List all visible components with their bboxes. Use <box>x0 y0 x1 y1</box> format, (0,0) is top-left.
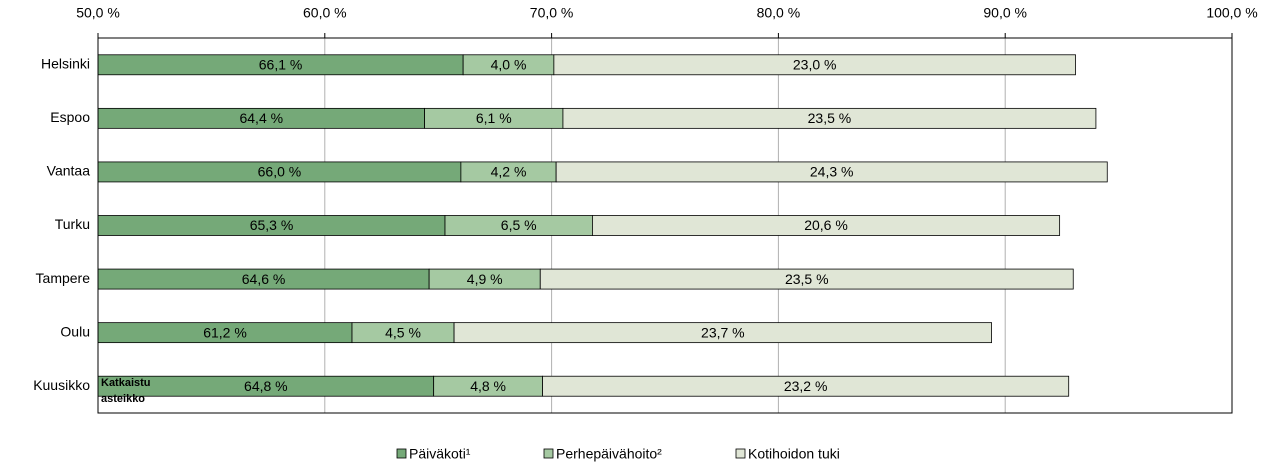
y-tick-label: Oulu <box>60 323 90 339</box>
x-tick-label: 70,0 % <box>530 5 574 21</box>
value-label: 66,0 % <box>258 164 302 180</box>
x-tick-label: 50,0 % <box>76 5 120 21</box>
x-tick-label: 60,0 % <box>303 5 347 21</box>
legend-swatch <box>396 448 407 459</box>
value-label: 64,6 % <box>242 271 286 287</box>
value-label: 4,0 % <box>491 56 527 72</box>
y-tick-label: Tampere <box>36 270 91 286</box>
bar-segment <box>542 375 1070 397</box>
value-label: 4,9 % <box>467 271 503 287</box>
y-tick-label: Kuusikko <box>33 377 90 393</box>
x-tick-label: 90,0 % <box>983 5 1027 21</box>
value-label: 23,2 % <box>784 378 828 394</box>
legend-label: Perhepäivähoito² <box>556 446 662 462</box>
value-label: 66,1 % <box>259 56 303 72</box>
annotation: asteikko <box>101 393 145 405</box>
annotation: Katkaistu <box>101 377 151 389</box>
bar-segment <box>555 161 1108 183</box>
value-label: 23,7 % <box>701 324 745 340</box>
value-label: 6,5 % <box>501 217 537 233</box>
bar-segment <box>453 322 992 344</box>
legend-label: Päiväkoti¹ <box>409 446 471 462</box>
value-label: 4,2 % <box>491 164 527 180</box>
bar-segment <box>592 215 1061 236</box>
y-tick-label: Espoo <box>50 109 90 125</box>
value-label: 61,2 % <box>203 324 247 340</box>
value-label: 6,1 % <box>476 110 512 126</box>
value-label: 4,5 % <box>385 324 421 340</box>
legend-swatch <box>543 448 554 459</box>
value-label: 23,5 % <box>808 110 852 126</box>
value-label: 4,8 % <box>470 378 506 394</box>
bar-segment <box>539 268 1074 290</box>
y-tick-label: Turku <box>55 216 90 232</box>
value-label: 64,8 % <box>244 378 288 394</box>
x-tick-label: 80,0 % <box>757 5 801 21</box>
value-label: 23,5 % <box>785 271 829 287</box>
x-tick-label: 100,0 % <box>1206 5 1257 21</box>
value-label: 20,6 % <box>804 217 848 233</box>
y-tick-label: Helsinki <box>41 55 90 71</box>
value-label: 65,3 % <box>250 217 294 233</box>
value-label: 64,4 % <box>239 110 283 126</box>
value-label: 24,3 % <box>810 164 854 180</box>
legend-label: Kotihoidon tuki <box>748 446 840 462</box>
bar-segment <box>553 54 1076 76</box>
legend-swatch <box>735 448 746 459</box>
plot-frame <box>97 37 1233 414</box>
value-label: 23,0 % <box>793 56 837 72</box>
y-tick-label: Vantaa <box>47 163 91 179</box>
bar-segment <box>562 107 1097 129</box>
